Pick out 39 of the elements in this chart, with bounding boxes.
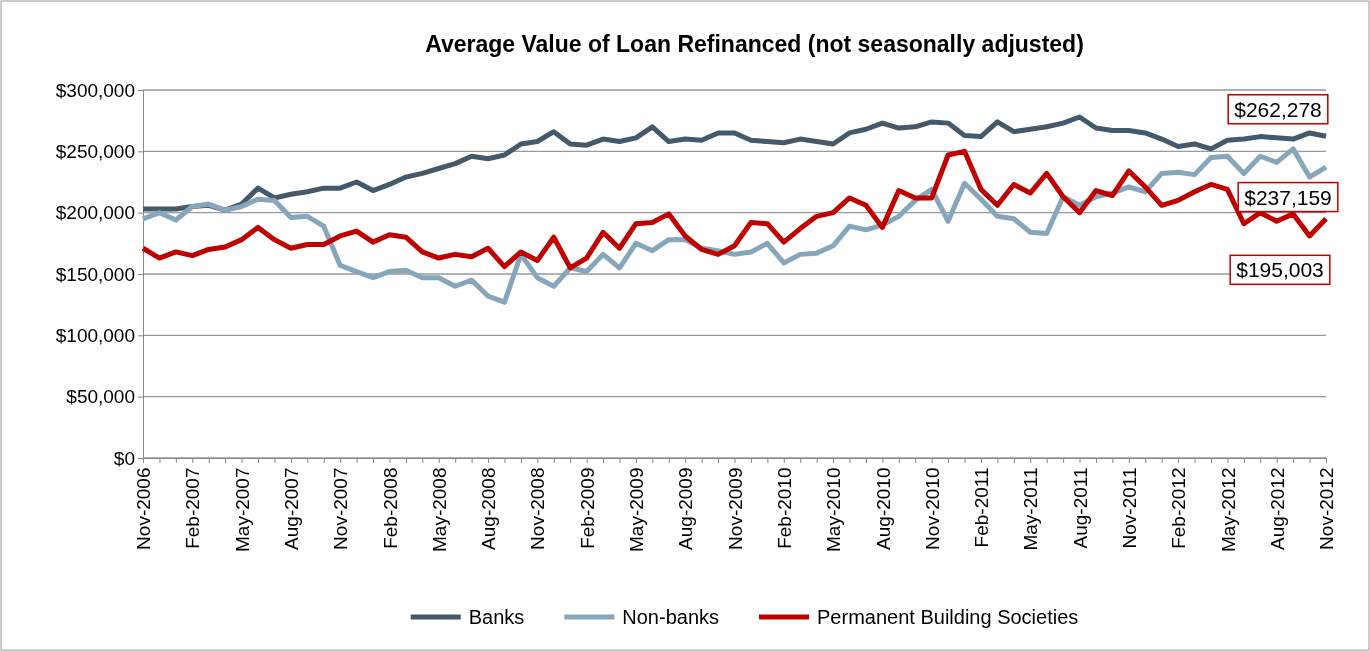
y-tick-label: $200,000 <box>55 202 135 224</box>
x-tick-label: Nov-2007 <box>330 467 352 550</box>
legend-label: Non-banks <box>622 606 720 628</box>
x-tick-label: May-2010 <box>823 467 845 552</box>
x-tick-label: Aug-2012 <box>1266 467 1288 550</box>
x-tick-label: Nov-2009 <box>724 467 746 550</box>
annotation: $262,278 <box>1234 97 1322 121</box>
x-tick-label: May-2012 <box>1217 467 1239 552</box>
x-tick-label: Nov-2006 <box>133 467 155 550</box>
x-tick-label: May-2007 <box>231 467 253 552</box>
x-tick-label: Feb-2010 <box>773 467 795 549</box>
x-tick-label: Feb-2012 <box>1168 467 1190 549</box>
x-tick-label: Nov-2011 <box>1118 467 1140 549</box>
legend-label: Permanent Building Societies <box>817 606 1079 628</box>
y-tick-label: $300,000 <box>55 79 135 101</box>
x-tick-label: Aug-2009 <box>675 467 697 550</box>
x-tick-label: Feb-2007 <box>182 467 204 549</box>
annotation: $237,159 <box>1244 185 1332 209</box>
annotation: $195,003 <box>1236 258 1324 282</box>
x-tick-label: Nov-2010 <box>921 467 943 550</box>
x-tick-label: Aug-2008 <box>478 467 500 550</box>
x-tick-label: Feb-2011 <box>971 467 993 548</box>
y-tick-label: $150,000 <box>55 263 135 285</box>
legend-label: Banks <box>468 606 525 628</box>
x-tick-label: May-2011 <box>1020 467 1042 551</box>
y-tick-label: $50,000 <box>66 386 135 408</box>
x-tick-label: May-2009 <box>626 467 648 552</box>
x-tick-label: Aug-2010 <box>872 467 894 550</box>
x-tick-label: Aug-2011 <box>1069 467 1091 549</box>
y-tick-label: $250,000 <box>55 140 135 162</box>
x-tick-label: Aug-2007 <box>281 467 303 550</box>
x-tick-label: Nov-2008 <box>527 467 549 550</box>
x-tick-label: Nov-2012 <box>1316 467 1338 550</box>
x-tick-label: Feb-2009 <box>576 467 598 549</box>
x-tick-label: May-2008 <box>428 467 450 552</box>
x-tick-label: Feb-2008 <box>379 467 401 549</box>
y-tick-label: $100,000 <box>55 324 135 346</box>
y-tick-label: $0 <box>113 447 135 469</box>
chart-title: Average Value of Loan Refinanced (not seasonally adjusted) <box>425 31 1084 57</box>
